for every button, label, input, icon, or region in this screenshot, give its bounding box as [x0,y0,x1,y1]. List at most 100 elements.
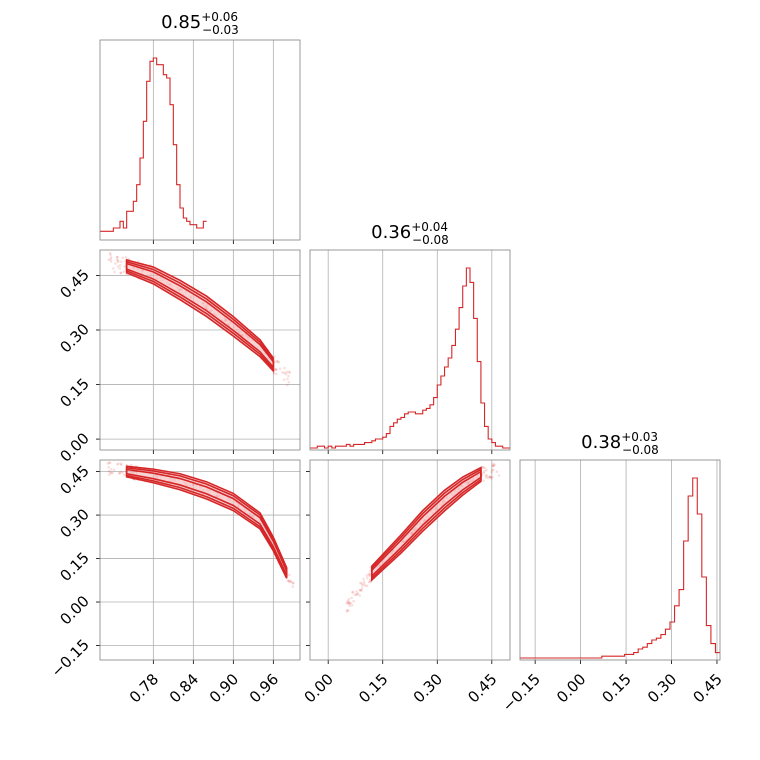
scatter-point [365,574,369,577]
x-tick-label: 0.45 [464,670,500,706]
scatter-point [352,599,355,603]
panel-frame [99,39,301,241]
scatter-point [346,599,350,603]
panel-title: 0.85+0.06 −0.03 [161,10,239,37]
panel-frame [99,459,301,661]
scatter-point [365,584,369,588]
scatter-point [116,260,120,264]
y-tick-label: −0.15 [48,636,93,681]
scatter-point [348,604,351,608]
scatter-point [360,589,363,592]
scatter-point [364,584,367,587]
scatter-point [367,580,371,584]
scatter-point [274,368,277,371]
scatter-point [283,366,286,370]
scatter-point [281,371,284,374]
contour-level [125,468,288,576]
x-tick-label: −0.15 [499,670,544,715]
scatter-point [108,471,112,475]
scatter-point [116,259,120,262]
y-tick-label: 0.45 [56,462,92,498]
scatter-point [289,579,292,583]
scatter-point [285,370,288,374]
scatter-point [350,603,354,607]
scatter-point [362,582,366,586]
scatter-point [272,372,276,375]
scatter-point [491,475,494,479]
scatter-point [287,580,291,584]
panel-hist-3: 0.38+0.03 −0.08 −0.15 0.00 0.15 0.30 0.45 [499,430,726,715]
scatter-point [110,471,113,475]
scatter-point [111,267,115,270]
scatter-point [355,592,359,596]
scatter-point [497,474,501,477]
scatter-point [488,475,492,479]
scatter-point [287,374,290,378]
scatter-point [121,471,124,474]
scatter-point [107,465,111,469]
scatter-point [124,255,128,259]
histogram-line [310,267,510,449]
scatter-point [116,265,120,268]
scatter-point [287,370,291,374]
scatter-point [108,251,112,255]
scatter-point [348,601,352,605]
scatter-point [119,271,123,275]
scatter-point [109,256,113,259]
scatter-point [368,572,372,576]
contours [125,258,275,373]
y-tick-label: 0.30 [56,505,92,541]
contour-level [371,468,482,580]
y-tick-label: 0.15 [56,375,92,411]
contours [125,465,288,579]
scatter-point [129,463,133,467]
y-tick-label: 0.15 [56,549,92,585]
scatter-point [287,380,291,384]
scatter-point [274,368,277,371]
scatter-point [289,580,293,584]
scatter-point [119,260,123,263]
scatter-point [481,466,485,469]
scatter-point [116,463,119,466]
scatter-point [107,469,111,473]
scatter-point [360,582,363,585]
scatter-point [119,470,123,474]
panel-scatter-2-1: 0.00 0.15 0.30 0.45 [56,249,301,466]
scatter-point [114,262,117,265]
scatter-point [119,271,123,275]
scatter-point [351,591,354,594]
scatter-point [287,573,291,577]
scatter-point [109,253,112,257]
scatter-point [109,260,113,263]
scatter-point [108,461,112,465]
scatter-point [284,372,288,376]
x-tick-label: 0.00 [301,670,337,706]
x-tick-label: 0.00 [553,670,589,706]
scatter-point [491,464,495,468]
scatter-point [107,461,111,464]
scatter-point [118,471,121,475]
scatter-point [492,464,496,468]
scatter-point [486,476,490,480]
panel-hist-1: 0.85+0.06 −0.03 [99,10,301,244]
scatter-point [359,588,362,592]
scatter-point [116,255,119,259]
scatter-point [484,474,488,477]
histogram-line [520,477,720,659]
scatter-point [345,610,349,613]
x-tick-label: 0.90 [206,670,242,706]
scatter-point [112,468,116,472]
scatter-point [107,258,111,262]
scatter-point [351,590,355,594]
scatter-point [355,590,358,593]
x-tick-label: 0.45 [689,670,725,706]
scatter-point [278,367,282,371]
scatter-point [488,475,492,479]
panel-scatter-3-1: −0.15 0.00 0.15 0.30 0.45 0.78 0.84 0.90 0.96 [48,459,301,706]
y-tick-label: 0.00 [56,592,92,628]
scatter-point [109,257,113,261]
scatter-point [274,372,278,376]
scatter-point [119,462,123,465]
scatter-point [345,608,349,612]
scatter-point [489,477,493,480]
